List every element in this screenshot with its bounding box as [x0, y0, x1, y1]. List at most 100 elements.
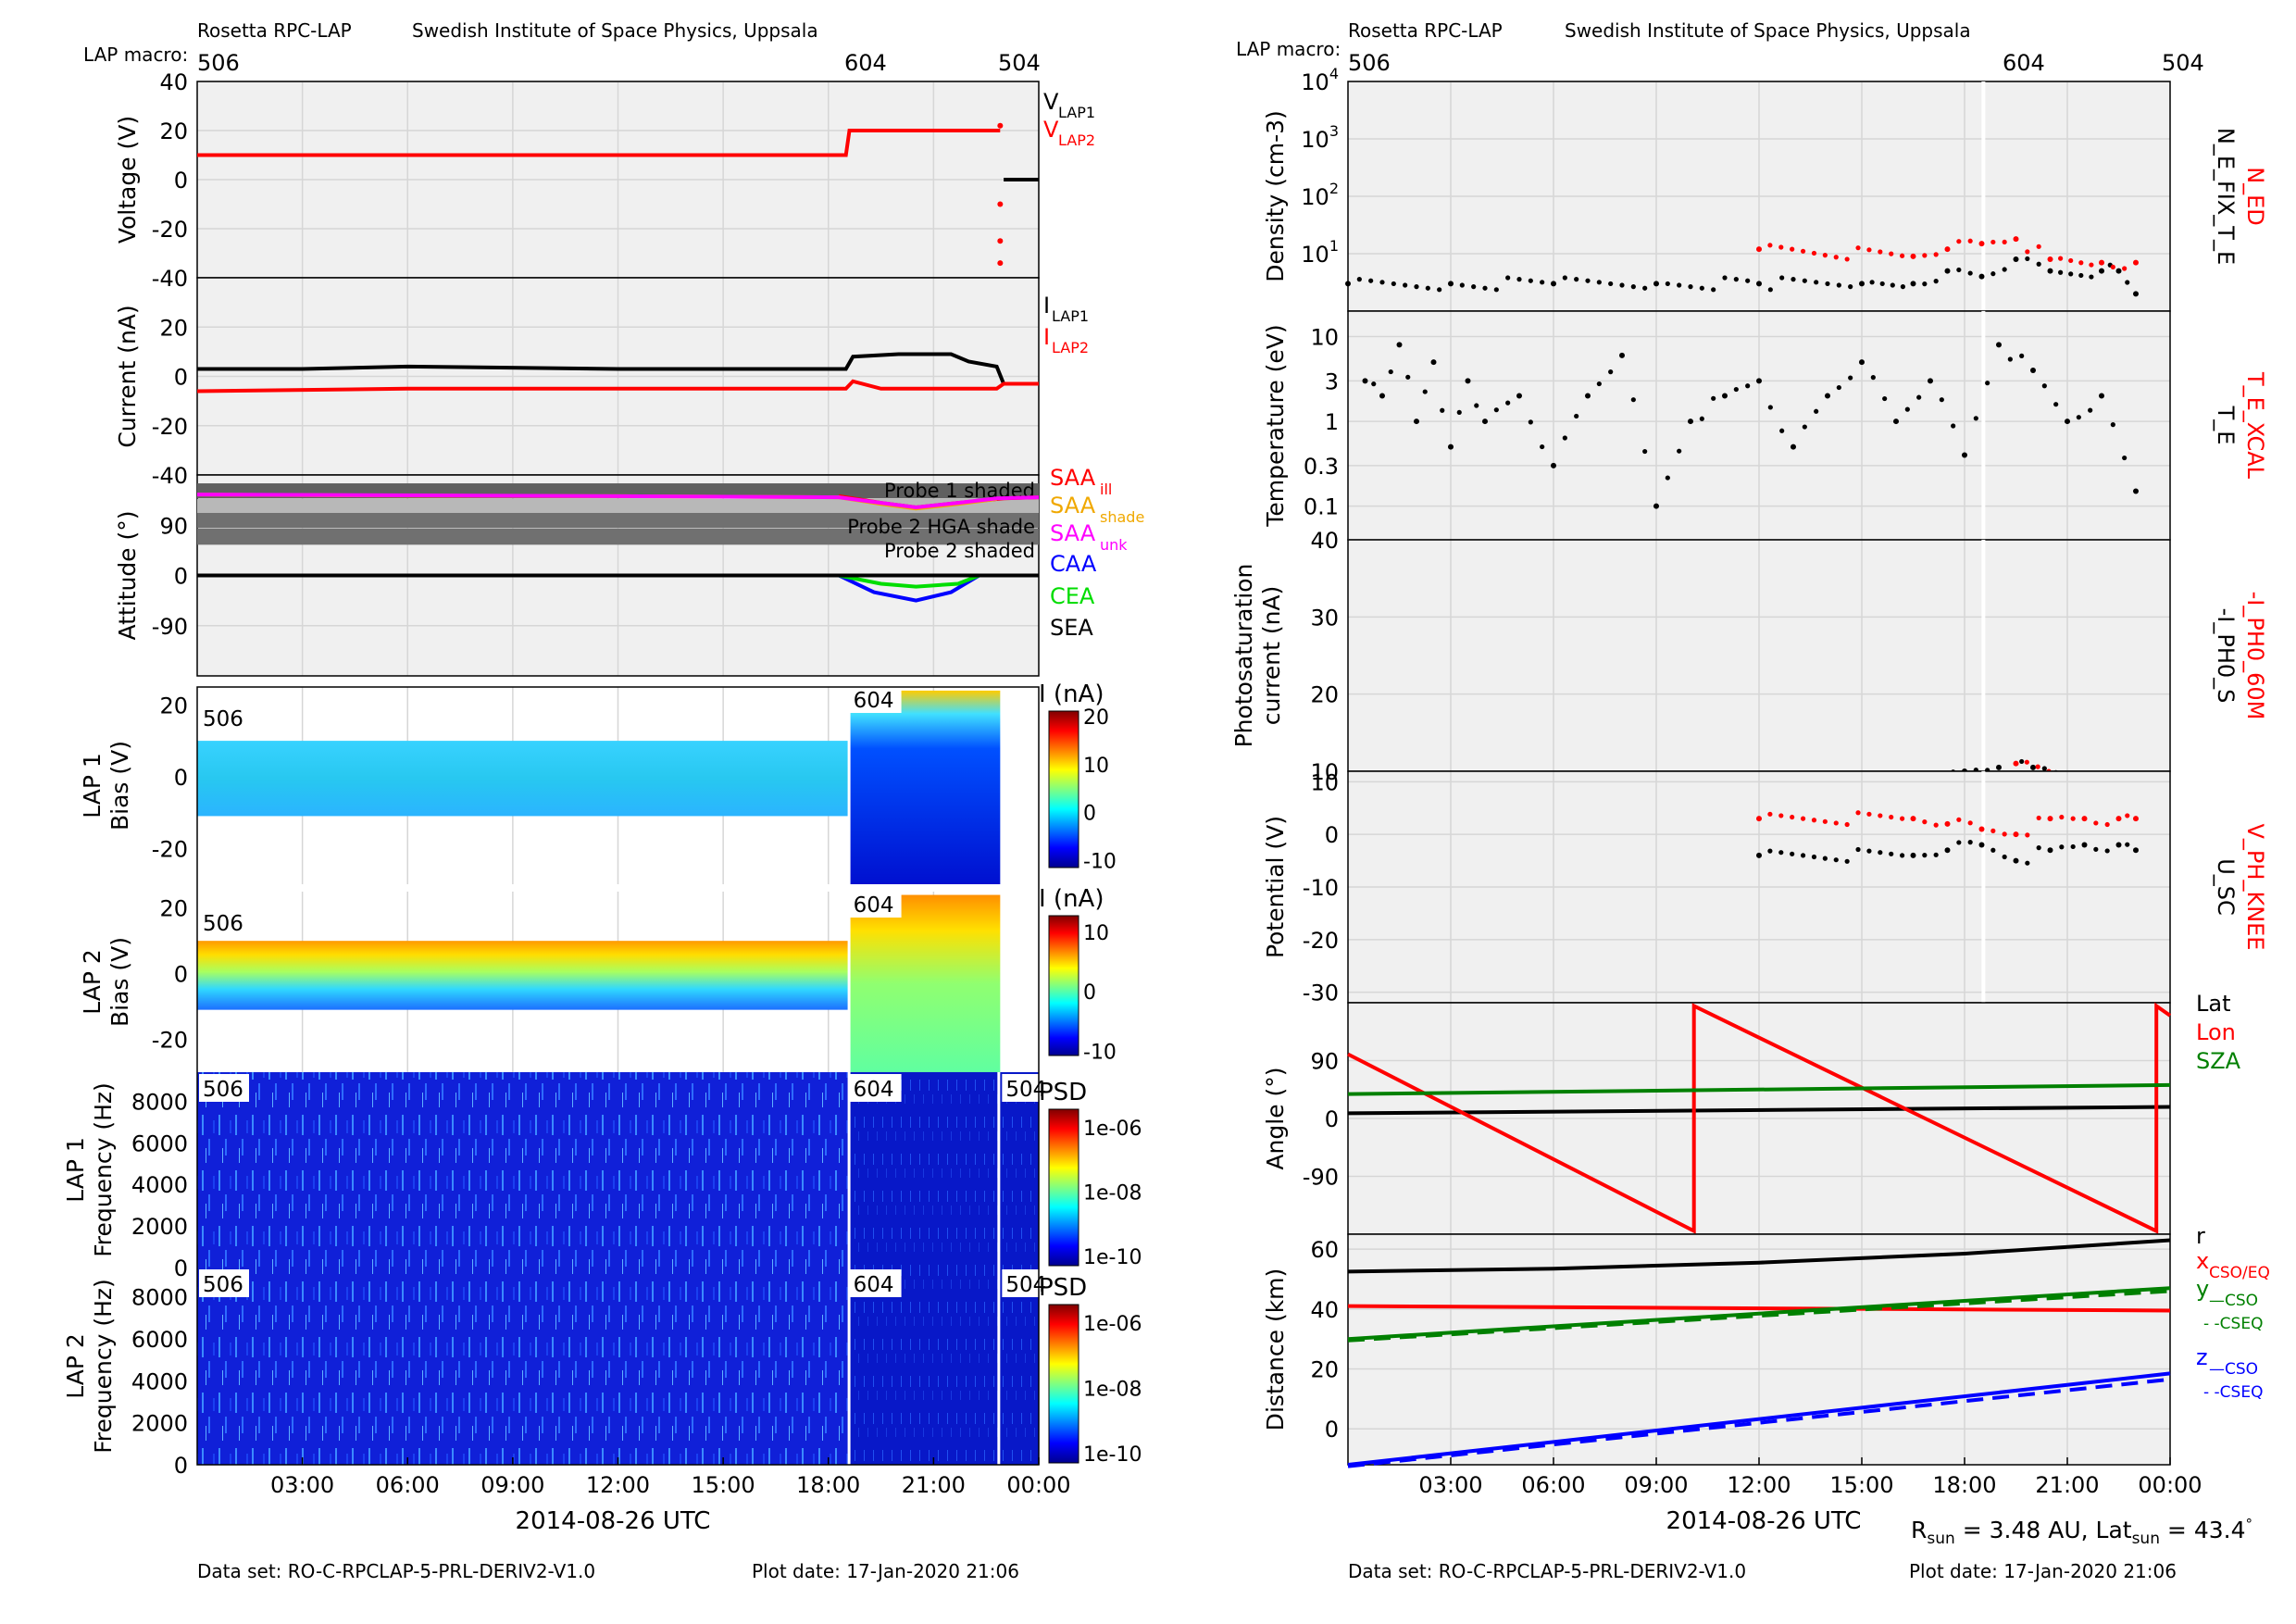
data-point: [1396, 342, 1403, 348]
data-point: [1562, 275, 1567, 281]
legend-ilap1: I: [1043, 293, 1050, 319]
data-point: [1944, 847, 1951, 854]
y-tick-label: -90: [1303, 1165, 1339, 1191]
data-point: [2059, 814, 2065, 820]
x-tick-label: 00:00: [1006, 1472, 1070, 1498]
data-point: [2110, 422, 2115, 428]
data-point: [1811, 818, 1817, 823]
y-tick-label: 0: [174, 765, 188, 791]
data-point: [1978, 826, 1985, 832]
data-point: [1778, 244, 1784, 250]
legend-sub: shade: [1100, 508, 1144, 526]
data-point: [1978, 273, 1985, 280]
legend-sub: unk: [1100, 536, 1128, 554]
data-point: [1990, 239, 1996, 245]
data-point: [1933, 279, 1939, 284]
y-axis-label: Attitude (°): [114, 510, 141, 640]
data-point: [1630, 397, 1636, 403]
data-point: [2065, 418, 2070, 425]
data-point: [1630, 284, 1636, 290]
data-point: [997, 238, 1004, 244]
right-macro-604: 604: [2003, 50, 2045, 76]
shade-label: Probe 2 shaded: [884, 540, 1035, 562]
data-point: [1814, 408, 1819, 414]
macro-label: 504: [1005, 1078, 1046, 1102]
data-point: [1653, 281, 1659, 287]
y-tick-label: 104: [1301, 65, 1339, 95]
legend-x: x: [2196, 1248, 2209, 1274]
series-line-zCSEQ: [1347, 1377, 2171, 1468]
data-point: [1814, 280, 1819, 285]
data-point: [1825, 281, 1830, 287]
y-axis-label: Frequency (Hz): [90, 1279, 117, 1454]
spectrogram-604: [850, 1072, 998, 1268]
y-axis-label: Bias (V): [106, 741, 133, 831]
data-point: [1779, 428, 1785, 433]
data-point: [2115, 842, 2122, 848]
y-tick-label: 4000: [131, 1368, 188, 1394]
data-point: [2070, 843, 2076, 850]
data-point: [1900, 853, 1905, 858]
colorbar-tick: 10: [1083, 755, 1109, 778]
legend-vlap2: V: [1043, 117, 1059, 143]
data-point: [1904, 406, 1910, 412]
data-point: [997, 260, 1004, 267]
series-line-VLAP2: [197, 129, 1001, 157]
colorbar-tick: 0: [1083, 803, 1096, 826]
data-point: [1779, 275, 1785, 281]
x-tick-label: 18:00: [1932, 1472, 1996, 1498]
x-tick-label: 09:00: [480, 1472, 544, 1498]
macro-box: [849, 1074, 902, 1102]
colorbar: [1048, 1108, 1079, 1267]
data-point: [1800, 248, 1806, 254]
data-point: [1608, 281, 1614, 287]
data-point: [1665, 475, 1670, 481]
data-point: [1878, 850, 1883, 856]
y-axis-label: Density (cm-3): [1262, 110, 1289, 282]
data-point: [1822, 856, 1828, 861]
data-point: [1585, 278, 1591, 283]
y-tick-label: 8000: [131, 1285, 188, 1311]
data-point: [2089, 274, 2094, 280]
legend-caa: CAA: [1050, 551, 1097, 577]
spectrogram-506: [197, 1268, 848, 1465]
data-point: [1653, 503, 1659, 509]
data-point: [2002, 239, 2007, 245]
data-point: [1956, 840, 1962, 845]
data-point: [2025, 256, 2030, 262]
data-point: [1345, 281, 1351, 287]
y-tick-label: 20: [159, 315, 188, 341]
spectrogram-604: [850, 690, 1001, 884]
data-point: [1882, 395, 1888, 402]
data-point: [1836, 282, 1841, 288]
data-point: [1516, 393, 1522, 399]
data-point: [2133, 291, 2139, 297]
y-axis-label: LAP 2: [79, 949, 106, 1015]
data-point: [1540, 280, 1545, 285]
data-point: [1889, 851, 1894, 856]
data-point: [1996, 342, 2002, 348]
legend-saaunk: SAA: [1050, 520, 1096, 546]
legend-y-cso: —CSO: [2209, 1292, 2258, 1310]
y-tick-label: 2000: [131, 1411, 188, 1437]
data-point: [1973, 416, 1978, 421]
macro-label: 504: [1005, 1273, 1046, 1297]
data-point: [1967, 840, 1973, 845]
colorbar-tick: 0: [1083, 981, 1096, 1005]
legend-cea: CEA: [1050, 583, 1095, 609]
y-tick-label: 0: [174, 168, 188, 194]
y-tick-label: -20: [152, 414, 188, 440]
data-point: [1833, 255, 1839, 260]
legend-y: y: [2196, 1276, 2209, 1302]
macro-label: 604: [854, 893, 894, 918]
legend-lat: Lat: [2196, 991, 2231, 1017]
macro-label: 506: [203, 912, 243, 936]
y-axis-label: LAP 2: [62, 1333, 89, 1399]
x-tick-label: 03:00: [1418, 1472, 1482, 1498]
data-point: [1878, 249, 1883, 255]
legend--i_ph0_60m: -I_PH0_60M: [2242, 592, 2268, 720]
y-axis-label: Frequency (Hz): [90, 1082, 117, 1257]
data-point: [1437, 287, 1442, 293]
series-line-Lat: [1347, 1105, 2171, 1116]
data-point: [1859, 359, 1865, 366]
